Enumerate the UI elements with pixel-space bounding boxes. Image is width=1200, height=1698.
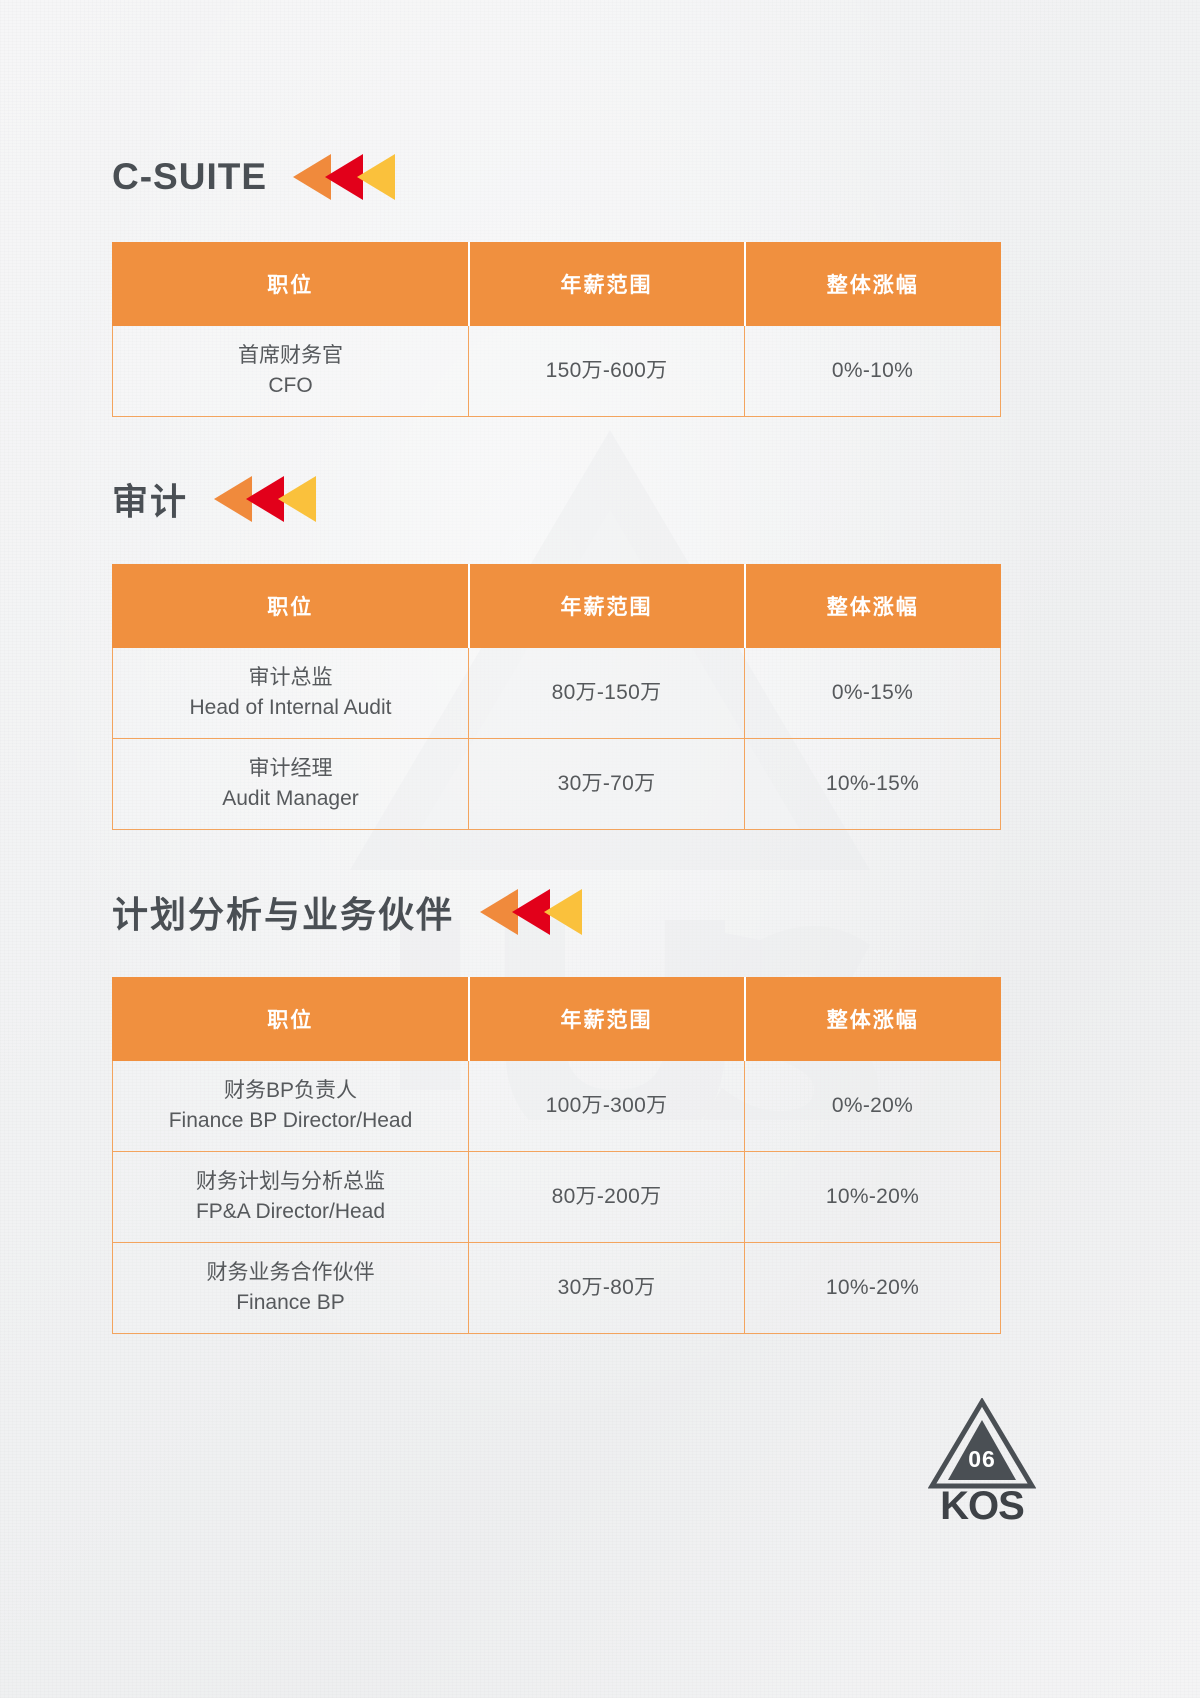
table-row: 首席财务官 CFO 150万-600万 0%-10% [112,325,1001,417]
cell-position: 审计经理 Audit Manager [112,738,469,830]
position-title-cn: 财务计划与分析总监 [196,1169,385,1193]
cell-increase: 10%-20% [744,1242,1001,1334]
cell-increase: 0%-10% [744,325,1001,417]
column-header-increase: 整体涨幅 [743,242,1001,326]
cell-increase: 10%-15% [744,738,1001,830]
cell-increase: 0%-20% [744,1060,1001,1152]
triangle-left-yellow-icon [357,154,395,200]
position-title-en: Audit Manager [222,787,359,810]
section-title: 计划分析与业务伙伴 [112,894,455,935]
cell-salary-range: 30万-70万 [468,738,745,830]
column-header-position: 职位 [112,564,469,648]
triangle-left-red-icon [512,889,551,935]
cell-position: 审计总监 Head of Internal Audit [112,647,469,739]
cell-position: 财务计划与分析总监 FP&A Director/Head [112,1151,469,1243]
footer-logo: 06 KOS [928,1398,1036,1538]
salary-table-audit: 职位 年薪范围 整体涨幅 审计总监 Head of Internal Audit… [112,564,1001,830]
table-row: 审计经理 Audit Manager 30万-70万 10%-15% [112,738,1001,830]
column-header-salary-range: 年薪范围 [467,977,745,1061]
triangle-left-yellow-icon [278,476,317,522]
column-header-salary-range: 年薪范围 [467,242,745,326]
position-title-en: CFO [268,374,313,397]
column-header-increase: 整体涨幅 [743,977,1001,1061]
position-title-cn: 审计总监 [248,665,333,689]
column-header-increase: 整体涨幅 [743,564,1001,648]
column-header-salary-range: 年薪范围 [467,564,745,648]
column-header-position: 职位 [112,977,469,1061]
cell-salary-range: 80万-200万 [468,1151,745,1243]
table-row: 财务计划与分析总监 FP&A Director/Head 80万-200万 10… [112,1151,1001,1243]
arrow-decoration [293,154,395,200]
cell-position: 财务BP负责人 Finance BP Director/Head [112,1060,469,1152]
section-fpa-bp: 计划分析与业务伙伴 职位 年薪范围 整体涨幅 财务BP负责人 [112,885,1001,1334]
position-title-en: FP&A Director/Head [195,1200,386,1223]
triangle-left-orange-icon [480,889,519,935]
table-header-row: 职位 年薪范围 整体涨幅 [112,977,1001,1061]
position-title-en: Finance BP [236,1291,345,1314]
position-title-cn: 审计经理 [248,756,333,780]
salary-table-c-suite: 职位 年薪范围 整体涨幅 首席财务官 CFO 150万-600万 0%-10% [112,242,1001,417]
position-title-en: Head of Internal Audit [189,696,392,719]
triangle-left-red-icon [246,476,285,522]
table-row: 财务BP负责人 Finance BP Director/Head 100万-30… [112,1060,1001,1152]
cell-salary-range: 80万-150万 [468,647,745,739]
cell-increase: 10%-20% [744,1151,1001,1243]
arrow-decoration [480,889,583,935]
triangle-left-red-icon [325,154,363,200]
triangle-left-yellow-icon [544,889,583,935]
triangle-left-orange-icon [293,154,331,200]
arrow-decoration [214,476,317,522]
column-header-position: 职位 [112,242,469,326]
page-number: 06 [968,1446,996,1472]
cell-salary-range: 100万-300万 [468,1060,745,1152]
cell-salary-range: 150万-600万 [468,325,745,417]
position-title-cn: 财务BP负责人 [223,1078,357,1102]
position-title-en: Finance BP Director/Head [168,1109,413,1132]
section-c-suite: C-SUITE 职位 年薪范围 整体涨幅 首席财务官 C [112,150,1001,417]
triangle-left-orange-icon [214,476,253,522]
table-row: 审计总监 Head of Internal Audit 80万-150万 0%-… [112,647,1001,739]
section-heading-row: 审计 [112,472,1001,526]
cell-increase: 0%-15% [744,647,1001,739]
position-title-cn: 财务业务合作伙伴 [206,1260,375,1284]
cell-position: 首席财务官 CFO [112,325,469,417]
section-heading-row: C-SUITE [112,150,1001,204]
triangle-logo-icon [928,1398,1036,1489]
table-row: 财务业务合作伙伴 Finance BP 30万-80万 10%-20% [112,1242,1001,1334]
section-title: C-SUITE [112,156,267,197]
table-header-row: 职位 年薪范围 整体涨幅 [112,242,1001,326]
section-audit: 审计 职位 年薪范围 整体涨幅 审计总监 Head of [112,472,1001,830]
table-header-row: 职位 年薪范围 整体涨幅 [112,564,1001,648]
section-heading-row: 计划分析与业务伙伴 [112,885,1001,939]
position-title-cn: 首席财务官 [238,343,343,367]
cell-salary-range: 30万-80万 [468,1242,745,1334]
salary-table-fpa-bp: 职位 年薪范围 整体涨幅 财务BP负责人 Finance BP Director… [112,977,1001,1334]
section-title: 审计 [112,481,189,522]
brand-name: KOS [940,1484,1025,1528]
cell-position: 财务业务合作伙伴 Finance BP [112,1242,469,1334]
